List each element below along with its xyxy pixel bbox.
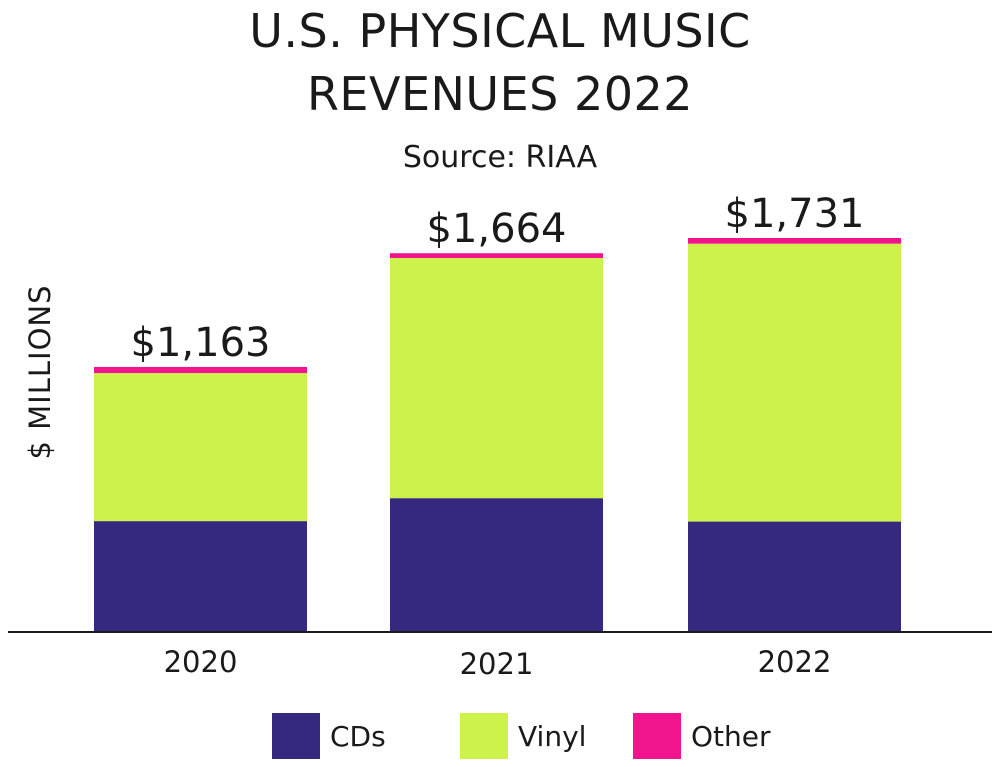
bar-segment-other-2022 — [688, 238, 901, 244]
legend-label-vinyl: Vinyl — [518, 720, 586, 753]
total-label-2021: $1,664 — [427, 206, 567, 252]
bar-segment-cds-2021 — [390, 498, 603, 631]
chart-subtitle: Source: RIAA — [403, 140, 598, 175]
legend-swatch-other — [633, 713, 681, 759]
bar-segment-vinyl-2022 — [688, 243, 901, 522]
bars-group — [94, 238, 901, 631]
bar-segment-vinyl-2020 — [94, 373, 307, 522]
bar-segment-other-2020 — [94, 366, 307, 374]
legend: CDs Vinyl Other — [272, 713, 771, 759]
legend-swatch-cds — [272, 713, 320, 759]
legend-swatch-vinyl — [460, 713, 508, 759]
total-label-2022: $1,731 — [725, 191, 865, 237]
x-tick-label-2020: 2020 — [164, 645, 238, 679]
legend-label-cds: CDs — [330, 720, 386, 753]
y-axis-label: $ MILLIONS — [23, 284, 57, 459]
total-labels-group: $1,163 $1,664 $1,731 — [131, 191, 865, 366]
bar-segment-cds-2020 — [94, 521, 307, 631]
chart-title-line-1: U.S. PHYSICAL MUSIC — [249, 4, 751, 58]
total-label-2020: $1,163 — [131, 320, 271, 366]
x-tick-label-2021: 2021 — [460, 647, 534, 681]
bar-segment-other-2021 — [390, 253, 603, 258]
x-tick-label-2022: 2022 — [758, 645, 832, 679]
chart-title-line-2: REVENUES 2022 — [307, 67, 693, 121]
bar-segment-cds-2022 — [688, 521, 901, 631]
x-tick-labels-group: 2020 2021 2022 — [164, 645, 832, 681]
legend-label-other: Other — [691, 720, 771, 753]
bar-segment-vinyl-2021 — [390, 257, 603, 499]
